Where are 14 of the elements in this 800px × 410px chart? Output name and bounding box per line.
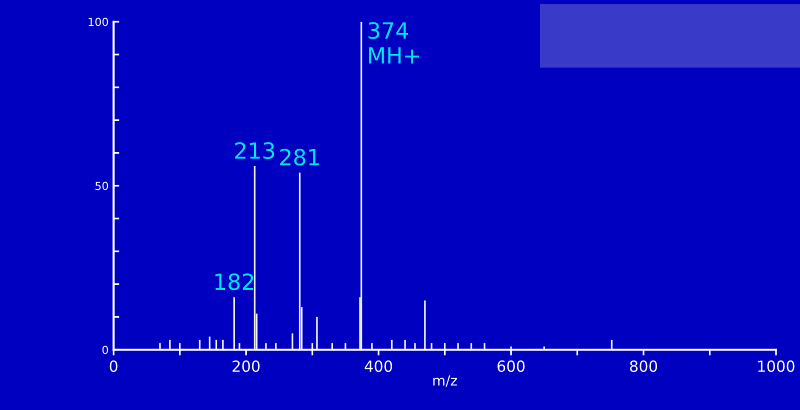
- annotation: 213: [235, 142, 274, 159]
- x-tick-label: 200: [232, 360, 260, 372]
- y-tick-label: 100: [88, 18, 108, 26]
- x-tick-label: 400: [364, 360, 392, 372]
- annotation: 374 MH+: [368, 22, 420, 64]
- x-tick-label: 600: [498, 360, 525, 372]
- x-axis-title: m/z: [433, 375, 457, 387]
- annotation: 182: [215, 273, 254, 290]
- x-tick-label: 0: [110, 360, 118, 372]
- x-tick-label: 1000: [758, 360, 794, 372]
- x-tick-label: 800: [630, 360, 658, 372]
- y-tick-label: 0: [102, 346, 108, 354]
- annotation: 281: [280, 148, 319, 166]
- y-tick-label: 50: [95, 182, 108, 190]
